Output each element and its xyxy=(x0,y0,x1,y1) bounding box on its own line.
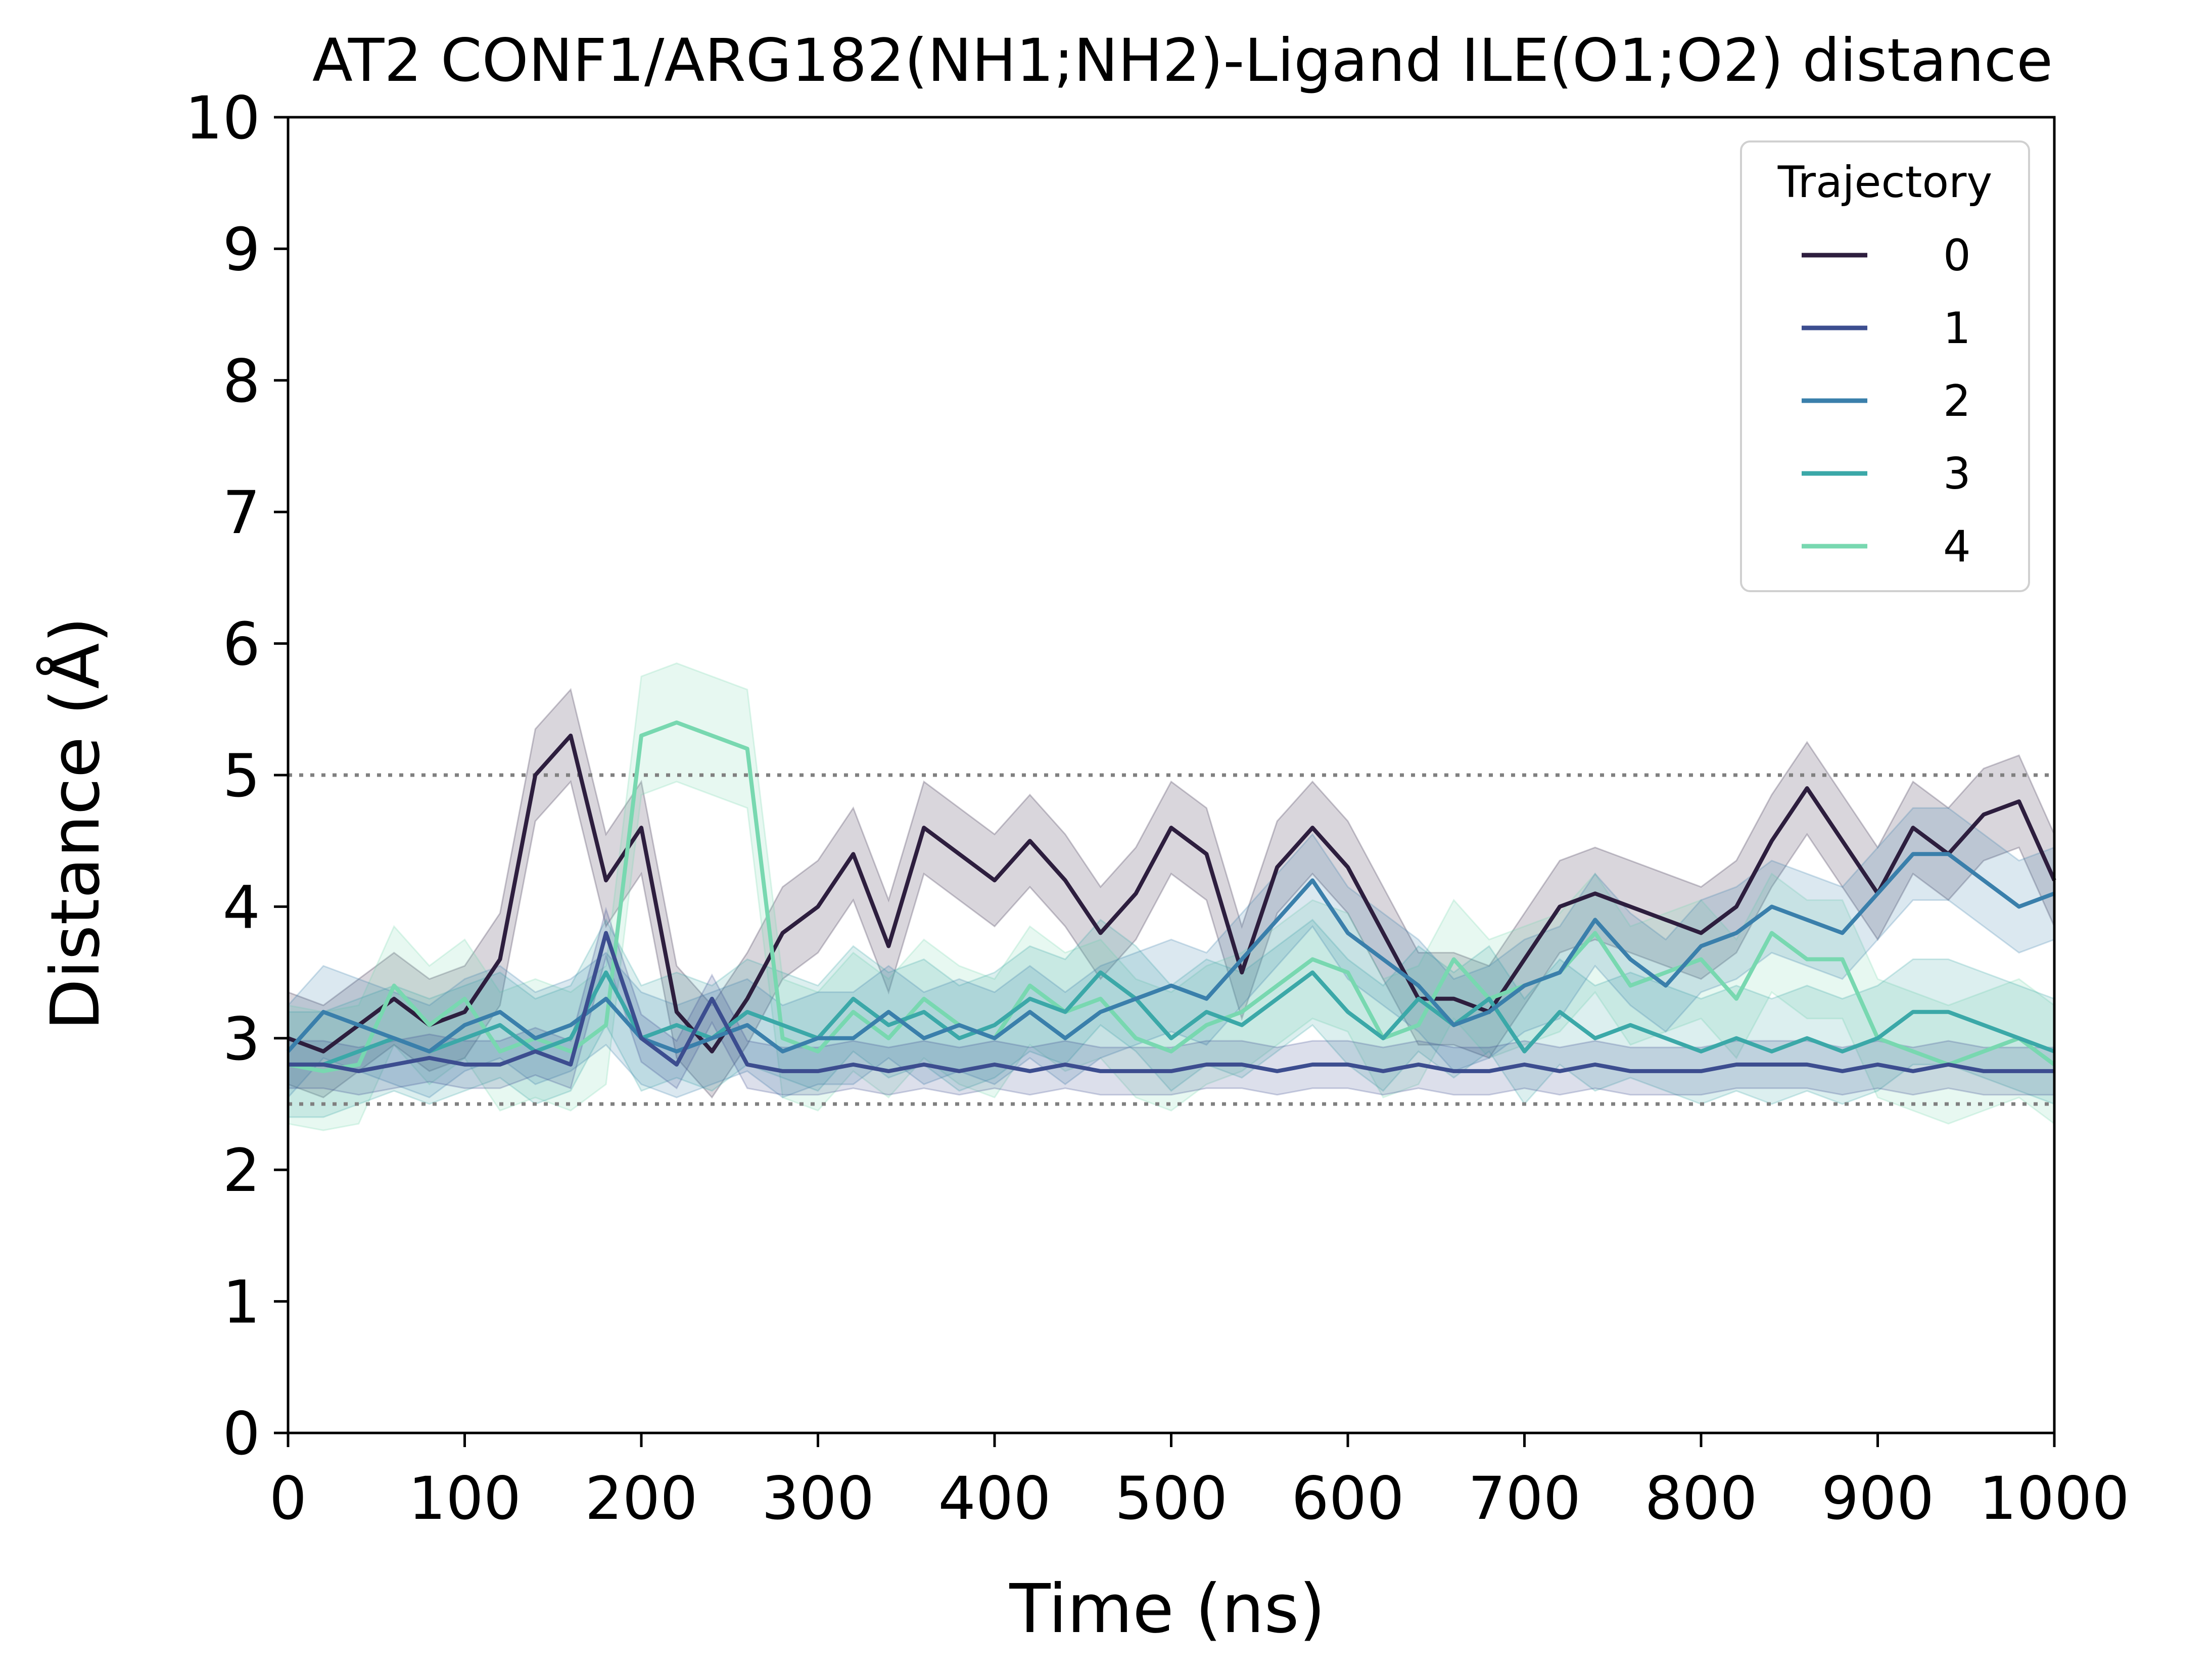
x-tick-label: 400 xyxy=(938,1464,1051,1533)
data-point-series-2 xyxy=(1877,893,1878,894)
legend-box xyxy=(1740,140,2030,592)
data-point-series-2 xyxy=(1524,985,1525,986)
data-point-series-3 xyxy=(1418,998,1419,999)
data-point-series-0 xyxy=(1524,959,1525,960)
data-point-series-4 xyxy=(1277,985,1278,986)
data-point-series-4 xyxy=(1312,959,1313,960)
legend-title: Trajectory xyxy=(1777,157,1993,208)
data-point-series-2 xyxy=(1206,998,1207,999)
y-tick-label: 1 xyxy=(223,1268,260,1337)
y-tick-label: 8 xyxy=(223,347,260,416)
data-point-series-1 xyxy=(1877,1064,1878,1065)
y-tick-label: 0 xyxy=(223,1399,260,1468)
data-point-series-1 xyxy=(676,1064,677,1065)
data-point-series-4 xyxy=(1630,985,1631,986)
y-tick-label: 2 xyxy=(223,1136,260,1205)
y-axis: 0 1 2 3 4 5 6 7 8 9 10 xyxy=(185,83,288,1468)
x-tick-label: 600 xyxy=(1291,1464,1404,1533)
data-point-series-1 xyxy=(1206,1064,1207,1065)
data-point-series-3 xyxy=(1277,998,1278,999)
x-axis: 0 100 200 300 400 500 600 700 800 900 1000 xyxy=(269,1433,2130,1533)
data-point-series-1 xyxy=(1948,1064,1949,1065)
data-point-series-2 xyxy=(1771,906,1772,907)
y-tick-label: 9 xyxy=(223,215,260,284)
series-lines xyxy=(287,720,2056,1073)
y-tick-label: 7 xyxy=(223,478,260,547)
y-tick-label: 6 xyxy=(223,610,260,679)
data-point-series-2 xyxy=(1312,880,1313,881)
legend-label-4: 4 xyxy=(1943,521,1971,572)
legend-label-2: 2 xyxy=(1943,376,1971,426)
data-point-series-1 xyxy=(853,1064,854,1065)
confidence-bands xyxy=(287,662,2055,1131)
data-point-series-0 xyxy=(1453,998,1454,999)
data-point-series-1 xyxy=(1312,1064,1313,1065)
data-point-series-3 xyxy=(853,998,854,999)
x-tick-label: 1000 xyxy=(1979,1464,2130,1533)
data-point-series-4 xyxy=(1029,985,1030,986)
data-point-series-4 xyxy=(1453,959,1454,960)
data-point-series-4 xyxy=(1842,959,1843,960)
y-tick-label: 4 xyxy=(223,873,260,942)
data-point-series-1 xyxy=(464,1064,465,1065)
legend-label-1: 1 xyxy=(1943,303,1971,354)
x-tick-label: 300 xyxy=(762,1464,874,1533)
data-point-series-4 xyxy=(641,735,642,736)
data-point-series-0 xyxy=(535,775,536,776)
y-tick-label: 5 xyxy=(223,741,260,810)
data-point-series-1 xyxy=(1418,1064,1419,1065)
data-point-series-4 xyxy=(464,998,465,999)
data-point-series-2 xyxy=(1630,959,1631,960)
x-tick-label: 100 xyxy=(408,1464,521,1533)
data-point-series-4 xyxy=(1100,998,1101,999)
data-point-series-4 xyxy=(358,1064,359,1065)
legend-label-0: 0 xyxy=(1943,230,1971,281)
y-tick-label: 10 xyxy=(185,83,260,153)
chart-title: AT2 CONF1/ARG182(NH1;NH2)-Ligand ILE(O1;… xyxy=(312,26,2053,95)
y-tick-label: 3 xyxy=(223,1004,260,1074)
data-point-series-3 xyxy=(1312,972,1313,973)
legend-label-3: 3 xyxy=(1943,449,1971,499)
x-tick-label: 0 xyxy=(269,1464,307,1533)
data-point-series-1 xyxy=(1524,1064,1525,1065)
legend: Trajectory 0 1 2 3 4 xyxy=(1740,140,2030,592)
data-point-series-3 xyxy=(1029,998,1030,999)
x-tick-label: 200 xyxy=(585,1464,697,1533)
data-point-series-0 xyxy=(1277,867,1278,868)
data-point-series-4 xyxy=(1701,959,1702,960)
data-point-series-0 xyxy=(1630,906,1631,907)
data-point-series-4 xyxy=(676,722,677,723)
data-point-series-2 xyxy=(1418,985,1419,986)
x-tick-label: 800 xyxy=(1644,1464,1757,1533)
y-axis-label: Distance (Å) xyxy=(35,617,115,1031)
x-tick-label: 500 xyxy=(1115,1464,1228,1533)
data-point-series-1 xyxy=(1771,1064,1772,1065)
legend-items: 0 1 2 3 4 xyxy=(1802,230,1971,572)
x-tick-label: 700 xyxy=(1468,1464,1581,1533)
data-point-series-3 xyxy=(1100,972,1101,973)
x-axis-label: Time (ns) xyxy=(1009,1570,1325,1648)
x-tick-label: 900 xyxy=(1821,1464,1934,1533)
